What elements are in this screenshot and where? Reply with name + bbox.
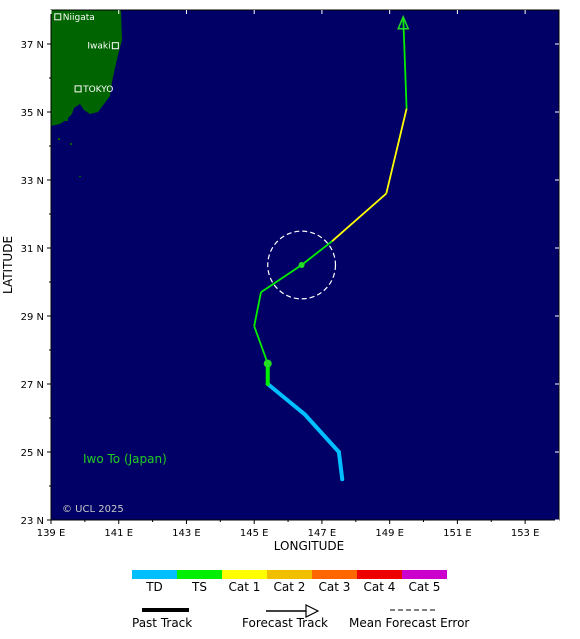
city-label: Niigata: [63, 13, 95, 23]
city-label: Iwaki: [87, 42, 110, 52]
forecast-track-segment: [253, 292, 262, 327]
y-tick-label: 27 N: [21, 380, 44, 391]
storm-track: [253, 14, 410, 482]
x-tick-label: 147 E: [308, 528, 337, 539]
legend-label: Cat 5: [409, 580, 441, 594]
legend-label: Cat 1: [229, 580, 261, 594]
x-tick-label: 149 E: [375, 528, 404, 539]
track-position-point: [298, 262, 305, 268]
x-tick-label: 143 E: [172, 528, 201, 539]
legend-swatch: [132, 570, 177, 579]
y-axis-title: LATITUDE: [1, 236, 15, 294]
past-track-segment: [303, 412, 341, 454]
y-tick-label: 37 N: [21, 40, 44, 51]
legend-swatch: [222, 570, 267, 579]
y-tick-label: 23 N: [21, 516, 44, 527]
forecast-track-label: Forecast Track: [242, 616, 328, 630]
track-type-legend: Past Track Forecast Track Mean Forecast …: [132, 604, 469, 630]
legend-label: Cat 4: [364, 580, 396, 594]
legend-swatch: [177, 570, 222, 579]
category-legend: TD TS Cat 1 Cat 2 Cat 3 Cat 4 Cat 5: [132, 570, 447, 594]
y-tick-label: 25 N: [21, 448, 44, 459]
x-tick-label: 153 E: [511, 528, 540, 539]
ocean-background: [51, 10, 559, 520]
city-markers: Niigata Iwaki TOKYO: [54, 13, 119, 95]
legend-label: Cat 3: [319, 580, 351, 594]
forecast-arrow-icon: [305, 604, 320, 618]
forecast-error-circle: [267, 230, 337, 300]
error-label: Mean Forecast Error: [349, 616, 469, 630]
city-marker-icon: [54, 13, 62, 21]
y-tick-label: 33 N: [21, 176, 44, 187]
legend-label: TD: [145, 580, 163, 594]
x-tick-label: 145 E: [240, 528, 269, 539]
city-marker-icon: [74, 85, 82, 93]
place-label: Iwo To (Japan): [83, 452, 167, 466]
y-tick-label: 29 N: [21, 312, 44, 323]
past-track-label: Past Track: [132, 616, 192, 630]
y-tick-label: 35 N: [21, 108, 44, 119]
copyright-label: © UCL 2025: [62, 504, 124, 515]
legend-label: TS: [191, 580, 207, 594]
forecast-track-segment: [402, 16, 408, 109]
track-position-point: [263, 359, 272, 368]
y-tick-label: 31 N: [21, 244, 44, 255]
city-marker-icon: [111, 42, 119, 50]
forecast-arrowhead-icon: [397, 14, 410, 30]
past-track-segment: [265, 382, 307, 417]
x-axis-title: LONGITUDE: [274, 539, 344, 553]
legend-swatch: [357, 570, 402, 579]
forecast-track-segment: [385, 108, 408, 194]
city-label: TOKYO: [82, 85, 113, 95]
map-axes: 139 E 141 E 143 E 145 E 147 E 149 E 151 E 153 E…: [21, 9, 560, 539]
x-tick-label: 141 E: [104, 528, 133, 539]
forecast-track-segment: [331, 192, 387, 242]
x-tick-label: 139 E: [37, 528, 66, 539]
legend-swatch: [267, 570, 312, 579]
legend-label: Cat 2: [274, 580, 306, 594]
forecast-track-segment: [260, 264, 303, 293]
legend-swatch: [402, 570, 447, 579]
forecast-track-segment: [253, 325, 269, 364]
x-tick-label: 151 E: [443, 528, 472, 539]
forecast-track-segment: [301, 240, 333, 266]
japan-landmass: [51, 10, 122, 177]
legend-swatch: [312, 570, 357, 579]
past-track-segment: [336, 450, 345, 482]
